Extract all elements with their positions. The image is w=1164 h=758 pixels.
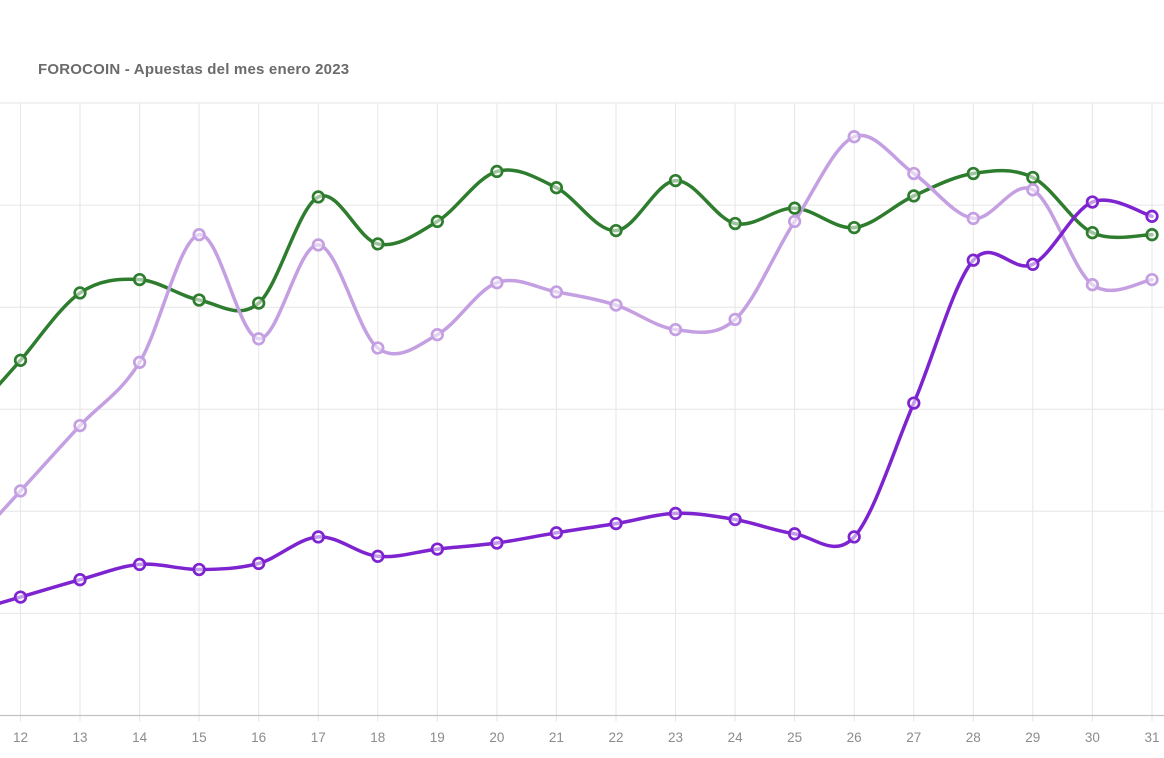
x-tick-label: 12 [13,730,28,745]
series-dark-green-point [73,286,87,300]
x-tick-label: 18 [370,730,385,745]
x-tick-label: 13 [72,730,87,745]
x-tick-label: 16 [251,730,266,745]
x-tick-label: 28 [966,730,981,745]
series-lavender-point [132,355,147,369]
x-tick-label: 22 [608,730,623,745]
series-dark-purple-point [13,590,28,604]
series-lavender-point [371,341,385,355]
series-dark-green-point [966,166,980,181]
series-lavender-point [192,228,206,242]
series-lavender-point [787,214,802,229]
x-tick-label: 30 [1085,730,1100,745]
series-lavender-point [668,322,683,337]
series-dark-purple-point [430,542,444,556]
series-dark-purple-point [132,557,147,572]
chart-title: FOROCOIN - Apuestas del mes enero 2023 [38,61,350,78]
x-tick-label: 14 [132,730,148,745]
series-dark-green-point [1026,170,1040,185]
series-dark-purple-point [728,512,742,527]
x-tick-label: 25 [787,730,802,745]
series-lavender-point [728,312,742,327]
series-lavender-point [1026,183,1040,197]
series-lavender-point [430,328,444,342]
series-dark-purple-point [907,396,921,410]
series-dark-purple-point [1085,195,1100,209]
x-tick-label: 29 [1025,730,1040,745]
series-dark-green-point [787,201,802,215]
series-lavender-point [609,298,623,312]
series-dark-purple-point [490,536,504,550]
x-tick-label: 24 [728,730,744,745]
series-lavender-point [1145,272,1159,287]
series-lavender-point [966,211,980,226]
series-dark-green-point [728,216,742,231]
series-lavender-point [549,285,564,299]
series-dark-green-point [907,189,921,203]
x-tick-label: 23 [668,730,683,745]
series-dark-green-point [490,164,504,179]
series-dark-green-point [668,173,683,188]
series-dark-green-point [847,220,861,235]
series-dark-green-point [549,181,564,195]
series-lavender-point [73,418,87,433]
series-lavender-point [847,130,861,144]
series-dark-purple-point [311,530,325,544]
series-lavender-point [252,332,266,346]
series-dark-purple-point [609,516,623,531]
series-dark-purple-point [966,253,980,267]
series-dark-green-point [609,223,623,238]
series-lavender-point [1085,278,1100,292]
series-lavender-point [907,166,921,181]
series-dark-green-point [1145,228,1159,242]
series-dark-green-point [430,214,444,229]
series-dark-green-point [311,190,325,204]
series-dark-green-point [1085,226,1100,240]
series-dark-purple-point [192,562,206,577]
series-dark-purple-point [668,506,683,521]
series-dark-purple-point [549,526,564,540]
x-tick-label: 15 [192,730,207,745]
x-tick-label: 17 [311,730,326,745]
x-tick-label: 21 [549,730,564,745]
series-dark-green-point [132,272,147,287]
x-tick-label: 27 [906,730,921,745]
x-tick-label: 31 [1144,730,1159,745]
x-tick-label: 19 [430,730,445,745]
series-dark-green-point [252,296,266,310]
series-dark-green-point [371,237,385,251]
series-lavender-point [311,238,325,252]
series-dark-purple-point [1026,257,1040,271]
series-dark-green-point [192,293,206,307]
series-dark-purple-point [73,573,87,587]
x-tick-label: 26 [847,730,862,745]
series-lavender-line [0,133,1154,517]
series-lavender-point [490,276,504,290]
series-dark-purple-point [252,556,266,571]
series-dark-purple-point [847,530,861,544]
series-dark-purple-point [787,527,802,541]
series-dark-green-point [13,353,28,367]
series-dark-purple-point [1145,209,1159,223]
series-dark-purple-point [371,549,385,563]
series-lavender-point [13,484,28,498]
x-tick-label: 20 [489,730,504,745]
